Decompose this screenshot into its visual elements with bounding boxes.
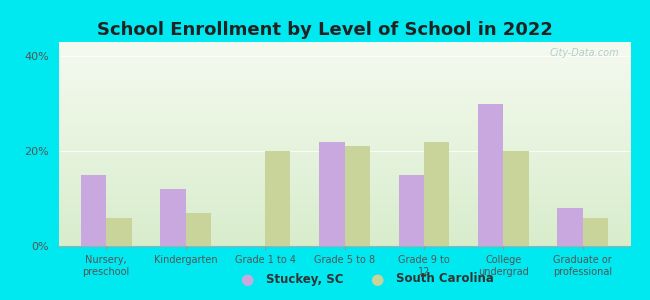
Bar [319,142,344,246]
Bar [344,146,370,246]
Bar [398,175,424,246]
Text: City-Data.com: City-Data.com [549,48,619,58]
Bar [106,218,131,246]
Bar [558,208,583,246]
Text: ●: ● [240,272,254,286]
Bar [424,142,449,246]
Bar [503,151,529,246]
Text: ●: ● [370,272,383,286]
Text: School Enrollment by Level of School in 2022: School Enrollment by Level of School in … [97,21,553,39]
Bar [81,175,106,246]
Bar [160,189,186,246]
Bar [478,104,503,246]
Bar [265,151,291,246]
Text: South Carolina: South Carolina [396,272,495,286]
Bar [583,218,608,246]
Bar [186,213,211,246]
Text: Stuckey, SC: Stuckey, SC [266,272,344,286]
